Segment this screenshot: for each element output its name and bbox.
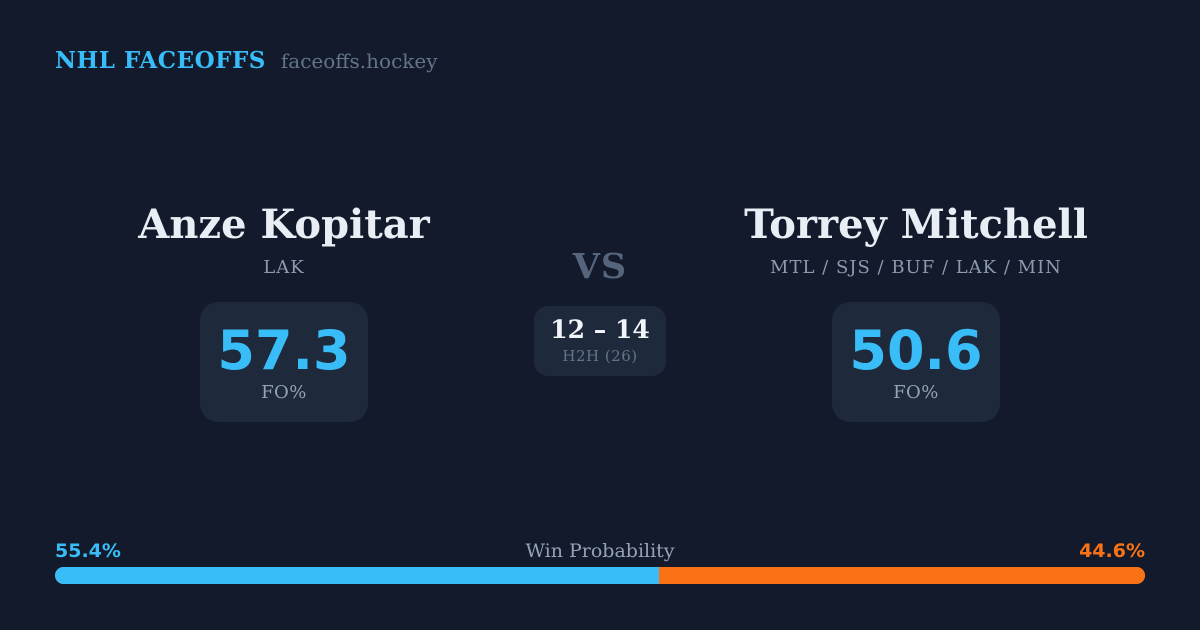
h2h-score: 12 – 14 [550,315,650,345]
faceoff-pct-label-right: FO% [893,382,939,404]
win-probability-right-value: 44.6% [1079,540,1145,562]
h2h-box: 12 – 14 H2H (26) [534,305,666,376]
faceoff-pct-right: 50.6 [849,318,983,382]
player-name-left: Anze Kopitar [138,201,430,248]
stat-box-right: 50.6 FO% [832,302,1000,422]
win-probability-bar [55,567,1145,584]
h2h-label: H2H (26) [562,346,638,365]
brand-title: NHL FACEOFFS [55,47,266,74]
center-panel: VS 12 – 14 H2H (26) [500,246,700,376]
player-name-right: Torrey Mitchell [744,201,1088,248]
win-probability-bar-right-segment [658,567,1145,584]
win-probability-labels: 55.4% Win Probability 44.6% [55,540,1145,564]
stat-box-left: 57.3 FO% [200,302,368,422]
faceoff-pct-label-left: FO% [261,382,307,404]
faceoff-pct-left: 57.3 [217,318,351,382]
header: NHL FACEOFFS faceoffs.hockey [55,47,438,74]
win-probability-left-value: 55.4% [55,540,121,562]
site-url: faceoffs.hockey [280,49,438,73]
player-panel-left: Anze Kopitar LAK 57.3 FO% [84,203,484,422]
player-teams-right: MTL / SJS / BUF / LAK / MIN [770,257,1062,278]
vs-label: VS [572,246,628,287]
player-teams-left: LAK [263,257,305,278]
win-probability-bar-left-segment [55,567,659,584]
win-probability-title: Win Probability [525,540,675,562]
player-panel-right: Torrey Mitchell MTL / SJS / BUF / LAK / … [716,203,1116,422]
